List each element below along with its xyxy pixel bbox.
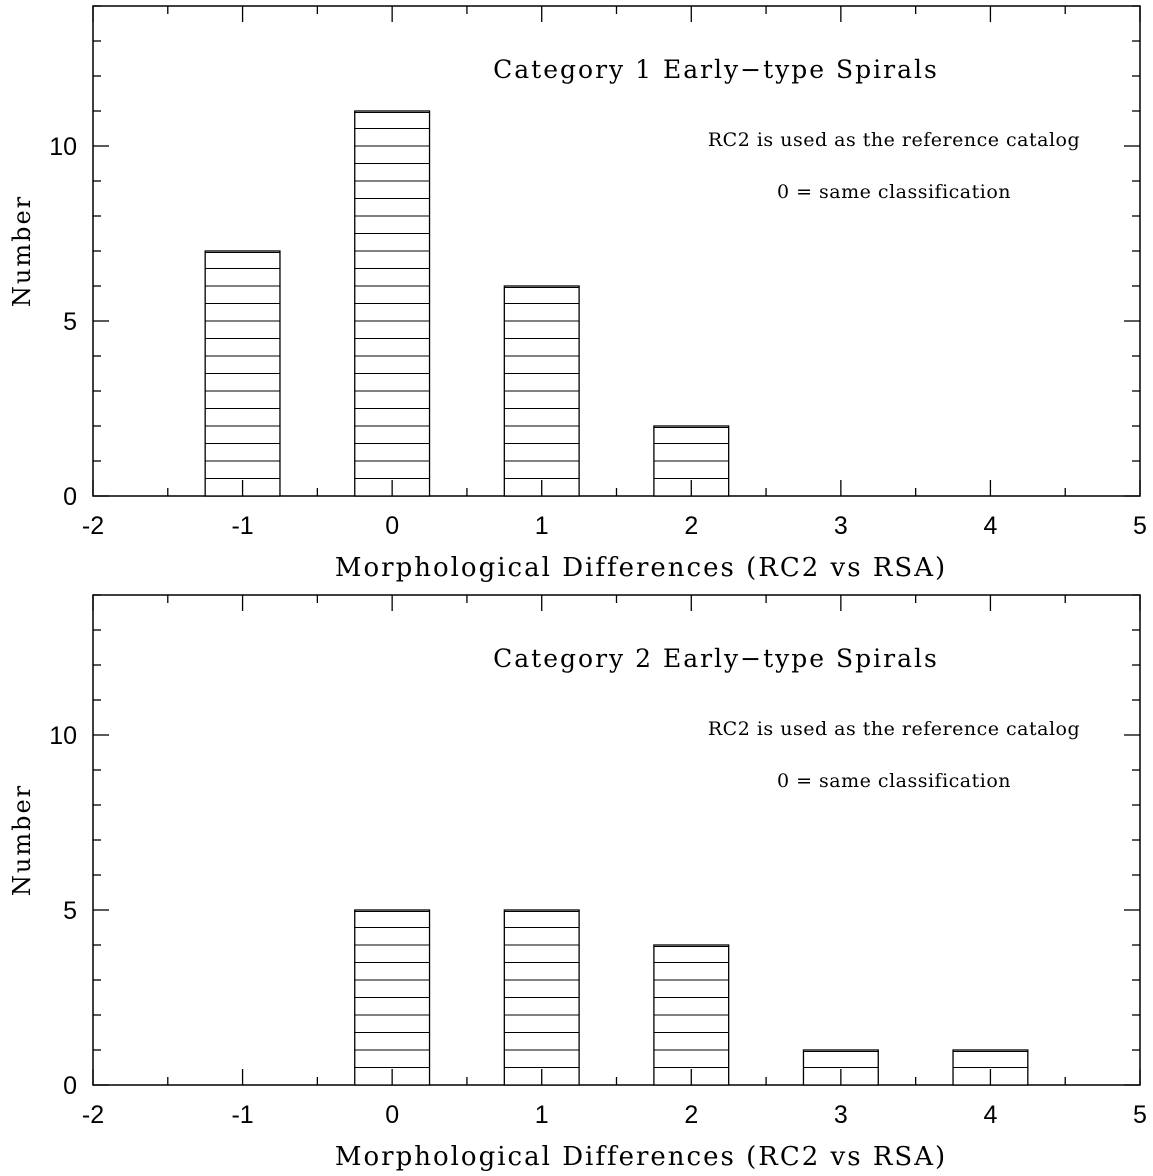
x-tick-label: -1 — [231, 512, 253, 540]
reference-annotation: RC2 is used as the reference catalog — [708, 129, 1080, 151]
x-tick-label: 2 — [684, 512, 698, 540]
x-tick-label: 1 — [535, 512, 549, 540]
y-tick-label: 0 — [63, 1072, 77, 1100]
tick-labels: -2 -1 0 1 2 3 4 5 0 5 10 — [49, 133, 1147, 540]
histogram-panel-2: -2 -1 0 1 2 3 4 5 0 5 10 Category 2 Early−type Spi… — [8, 594, 1147, 1172]
bar--1 — [204, 250, 281, 497]
x-tick-label: 1 — [535, 1101, 549, 1129]
classification-annotation: 0 = same classification — [777, 181, 1011, 203]
x-tick-label: -1 — [231, 1101, 253, 1129]
chart-title: Category 1 Early−type Spirals — [493, 55, 939, 84]
x-tick-label: -2 — [82, 512, 104, 540]
bar-2 — [653, 944, 730, 1086]
x-tick-label: 4 — [983, 1101, 997, 1129]
x-tick-label: -2 — [82, 1101, 104, 1129]
x-tick-label: 0 — [385, 1101, 399, 1129]
x-tick-label: 3 — [834, 512, 848, 540]
chart-title: Category 2 Early−type Spirals — [493, 644, 939, 673]
y-axis-label: Number — [8, 195, 36, 307]
bar-group — [354, 909, 1029, 1086]
bar-0 — [354, 110, 431, 497]
x-tick-label: 5 — [1133, 1101, 1147, 1129]
tick-marks — [92, 5, 1141, 497]
x-tick-label: 3 — [834, 1101, 848, 1129]
y-tick-label: 5 — [63, 897, 77, 925]
x-tick-label: 5 — [1133, 512, 1147, 540]
classification-annotation: 0 = same classification — [777, 770, 1011, 792]
y-tick-label: 0 — [63, 483, 77, 511]
x-tick-label: 2 — [684, 1101, 698, 1129]
y-axis-label: Number — [8, 784, 36, 896]
histogram-panel-1: -2 -1 0 1 2 3 4 5 0 5 10 Category 1 Early−type Spi… — [8, 5, 1147, 583]
x-tick-label: 0 — [385, 512, 399, 540]
y-tick-label: 5 — [63, 308, 77, 336]
reference-annotation: RC2 is used as the reference catalog — [708, 718, 1080, 740]
bar-0 — [354, 909, 431, 1086]
x-axis-label: Morphological Differences (RC2 vs RSA) — [335, 553, 947, 583]
y-tick-label: 10 — [49, 722, 77, 750]
bar-4 — [952, 1049, 1029, 1086]
x-axis-label: Morphological Differences (RC2 vs RSA) — [335, 1142, 947, 1172]
tick-marks — [92, 594, 1141, 1086]
tick-labels: -2 -1 0 1 2 3 4 5 0 5 10 — [49, 722, 1147, 1129]
bar-1 — [503, 909, 580, 1086]
y-tick-label: 10 — [49, 133, 77, 161]
x-tick-label: 4 — [983, 512, 997, 540]
bar-group — [204, 110, 730, 497]
bar-1 — [503, 285, 580, 497]
